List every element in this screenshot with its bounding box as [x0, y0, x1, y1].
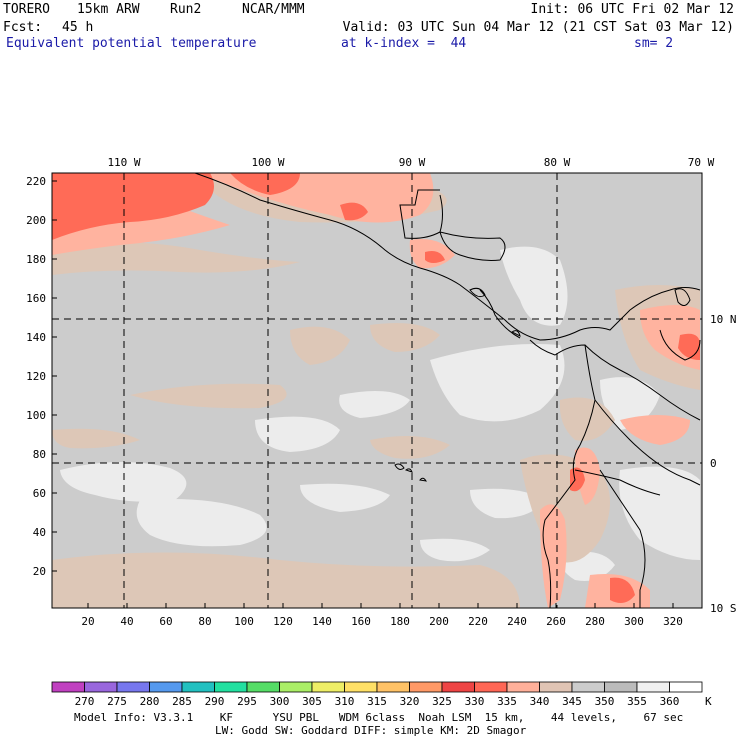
map-fill	[52, 173, 702, 608]
y-tick-label: 160	[26, 292, 46, 305]
map-border	[51, 172, 703, 609]
model-resolution: 15km ARW	[77, 2, 140, 17]
lon-label: 100 W	[251, 156, 284, 169]
y-tick-label: 100	[26, 409, 46, 422]
x-tick-label: 20	[81, 615, 94, 628]
forecast-label: Fcst:	[3, 20, 43, 35]
y-tick-label: 220	[26, 175, 46, 188]
y-tick-label: 140	[26, 331, 46, 344]
x-tick-label: 160	[351, 615, 371, 628]
valid-time: Valid: 03 UTC Sun 04 Mar 12 (21 CST Sat …	[342, 20, 734, 35]
lat-lon-grid	[52, 173, 702, 608]
lat-label: 10 N	[710, 313, 737, 326]
lon-label: 110 W	[107, 156, 140, 169]
level-label: at k-index = 44	[341, 36, 467, 51]
x-tick-label: 140	[312, 615, 332, 628]
x-tick-label: 100	[234, 615, 254, 628]
smoothing-label: sm= 2	[634, 36, 674, 51]
lon-label: 80 W	[544, 156, 571, 169]
init-time: Init: 06 UTC Fri 02 Mar 12	[530, 2, 735, 17]
x-tick-label: 80	[198, 615, 211, 628]
institution-label: NCAR/MMM	[242, 2, 305, 17]
x-tick-label: 220	[468, 615, 488, 628]
y-tick-label: 180	[26, 253, 46, 266]
x-tick-label: 240	[507, 615, 527, 628]
model-info-line1: Model Info: V3.3.1 KF YSU PBL WDM 6class…	[74, 711, 684, 724]
lon-label: 90 W	[399, 156, 426, 169]
lat-label: 0	[710, 457, 717, 470]
x-tick-label: 200	[429, 615, 449, 628]
x-tick-label: 260	[546, 615, 566, 628]
y-tick-label: 60	[33, 487, 46, 500]
y-tick-label: 200	[26, 214, 46, 227]
run-label: Run2	[170, 2, 202, 17]
y-tick-label: 120	[26, 370, 46, 383]
field-title: Equivalent potential temperature	[6, 36, 257, 51]
model-info-line2: LW: Godd SW: Goddard DIFF: simple KM: 2D…	[215, 724, 527, 737]
lat-label: 10 S	[710, 602, 737, 615]
x-tick-label: 300	[624, 615, 644, 628]
x-tick-label: 60	[159, 615, 172, 628]
y-tick-label: 80	[33, 448, 46, 461]
model-name: TORERO	[3, 2, 50, 17]
forecast-hour: 45 h	[62, 20, 94, 35]
coastline	[194, 173, 701, 608]
x-tick-label: 40	[120, 615, 133, 628]
y-tick-label: 40	[33, 526, 46, 539]
y-tick-label: 20	[33, 565, 46, 578]
x-tick-label: 180	[390, 615, 410, 628]
x-tick-label: 320	[663, 615, 683, 628]
x-tick-label: 120	[273, 615, 293, 628]
x-tick-label: 280	[585, 615, 605, 628]
lon-label: 70 W	[688, 156, 715, 169]
